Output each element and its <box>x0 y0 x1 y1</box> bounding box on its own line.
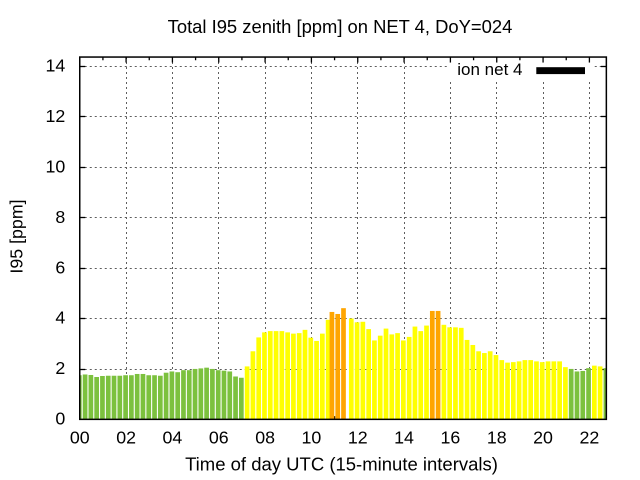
svg-text:4: 4 <box>55 308 65 328</box>
svg-text:10: 10 <box>302 428 322 448</box>
svg-text:14: 14 <box>46 56 66 76</box>
svg-text:8: 8 <box>55 207 65 227</box>
svg-text:Time of day UTC (15-minute int: Time of day UTC (15-minute intervals) <box>185 454 498 475</box>
svg-text:14: 14 <box>394 428 414 448</box>
svg-text:20: 20 <box>533 428 553 448</box>
svg-text:ion net 4: ion net 4 <box>457 60 522 79</box>
svg-text:02: 02 <box>116 428 136 448</box>
svg-text:I95 [ppm]: I95 [ppm] <box>7 199 27 273</box>
svg-text:06: 06 <box>209 428 229 448</box>
svg-text:18: 18 <box>487 428 507 448</box>
svg-text:08: 08 <box>255 428 275 448</box>
svg-text:2: 2 <box>55 358 65 378</box>
svg-text:00: 00 <box>70 428 90 448</box>
svg-text:6: 6 <box>55 257 65 277</box>
svg-text:12: 12 <box>46 106 66 126</box>
svg-text:22: 22 <box>580 428 600 448</box>
svg-text:12: 12 <box>348 428 368 448</box>
svg-text:16: 16 <box>441 428 461 448</box>
svg-text:Total I95 zenith [ppm] on NET: Total I95 zenith [ppm] on NET 4, DoY=024 <box>168 16 513 37</box>
svg-text:0: 0 <box>55 409 65 429</box>
svg-text:04: 04 <box>163 428 183 448</box>
svg-text:10: 10 <box>46 156 66 176</box>
